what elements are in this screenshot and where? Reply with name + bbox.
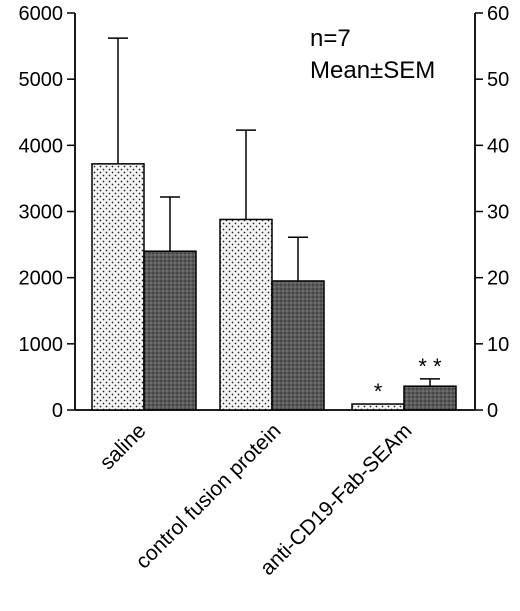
left-tick-label: 5000 bbox=[19, 69, 64, 91]
bar bbox=[271, 280, 325, 411]
left-tick-label: 0 bbox=[52, 400, 63, 422]
right-tick-label: 0 bbox=[487, 400, 498, 422]
right-tick-label: 20 bbox=[487, 268, 509, 290]
bar bbox=[219, 218, 273, 411]
bars bbox=[91, 37, 457, 411]
right-tick-label: 10 bbox=[487, 334, 509, 356]
left-tick-label: 2000 bbox=[19, 268, 64, 290]
left-tick-label: 3000 bbox=[19, 202, 64, 224]
left-tick-label: 4000 bbox=[19, 135, 64, 157]
right-tick-label: 50 bbox=[487, 69, 509, 91]
significance-marker: * bbox=[374, 379, 383, 404]
right-tick-label: 30 bbox=[487, 202, 509, 224]
category-label: anti-CD19-Fab-SEAm bbox=[256, 419, 417, 580]
annotation-mean-sem: Mean±SEM bbox=[310, 57, 435, 84]
bar bbox=[91, 163, 145, 411]
right-tick-label: 60 bbox=[487, 3, 509, 25]
left-tick-label: 6000 bbox=[19, 3, 64, 25]
bar bbox=[351, 403, 405, 411]
bar bbox=[143, 250, 197, 411]
annotation-n: n=7 bbox=[310, 25, 351, 52]
category-label: control fusion protein bbox=[131, 419, 285, 573]
left-tick-label: 1000 bbox=[19, 334, 64, 356]
bar bbox=[403, 385, 457, 411]
right-tick-label: 40 bbox=[487, 135, 509, 157]
category-label: saline bbox=[95, 419, 150, 474]
significance-marker: * * bbox=[418, 354, 442, 379]
axes: 0 1000 2000 3000 4000 5000 6000 0 10 20 30 40 50 60 bbox=[19, 3, 510, 422]
